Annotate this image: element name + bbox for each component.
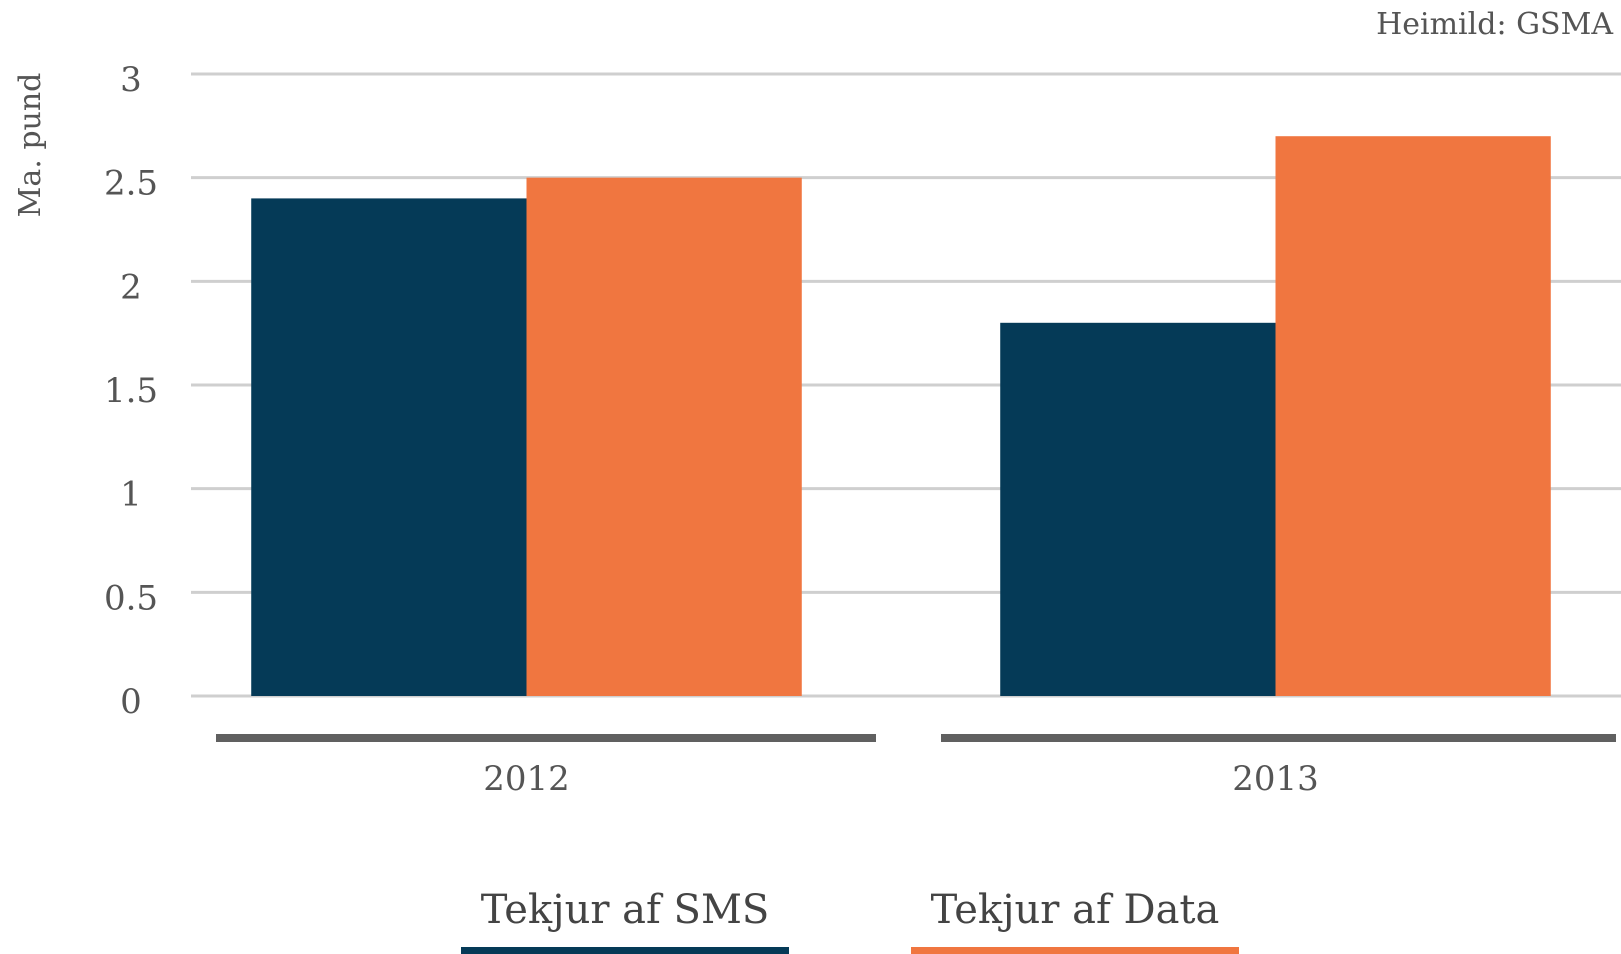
source: Heimild: GSMA (1376, 7, 1613, 42)
legend-label: Tekjur af Data (931, 887, 1220, 933)
bar (526, 177, 802, 696)
y-tick-label: 0.5 (104, 578, 158, 618)
legend-swatch (461, 947, 789, 954)
legend-label: Tekjur af SMS (481, 887, 770, 933)
legend-swatch (911, 947, 1239, 954)
y-tick-label: 3 (120, 60, 142, 100)
y-tick-label: 0 (120, 682, 142, 722)
y-tick-label: 2.5 (104, 164, 158, 204)
y-tick-label: 2 (120, 267, 142, 307)
x-tick-label: 2012 (483, 759, 570, 799)
y-axis-label: Ma. pund (13, 73, 48, 218)
bar (1000, 322, 1276, 696)
bar (1275, 136, 1551, 696)
x-tick-label: 2013 (1232, 759, 1319, 799)
bar (251, 198, 527, 696)
y-tick-label: 1.5 (104, 371, 158, 411)
y-tick-label: 1 (120, 475, 142, 515)
